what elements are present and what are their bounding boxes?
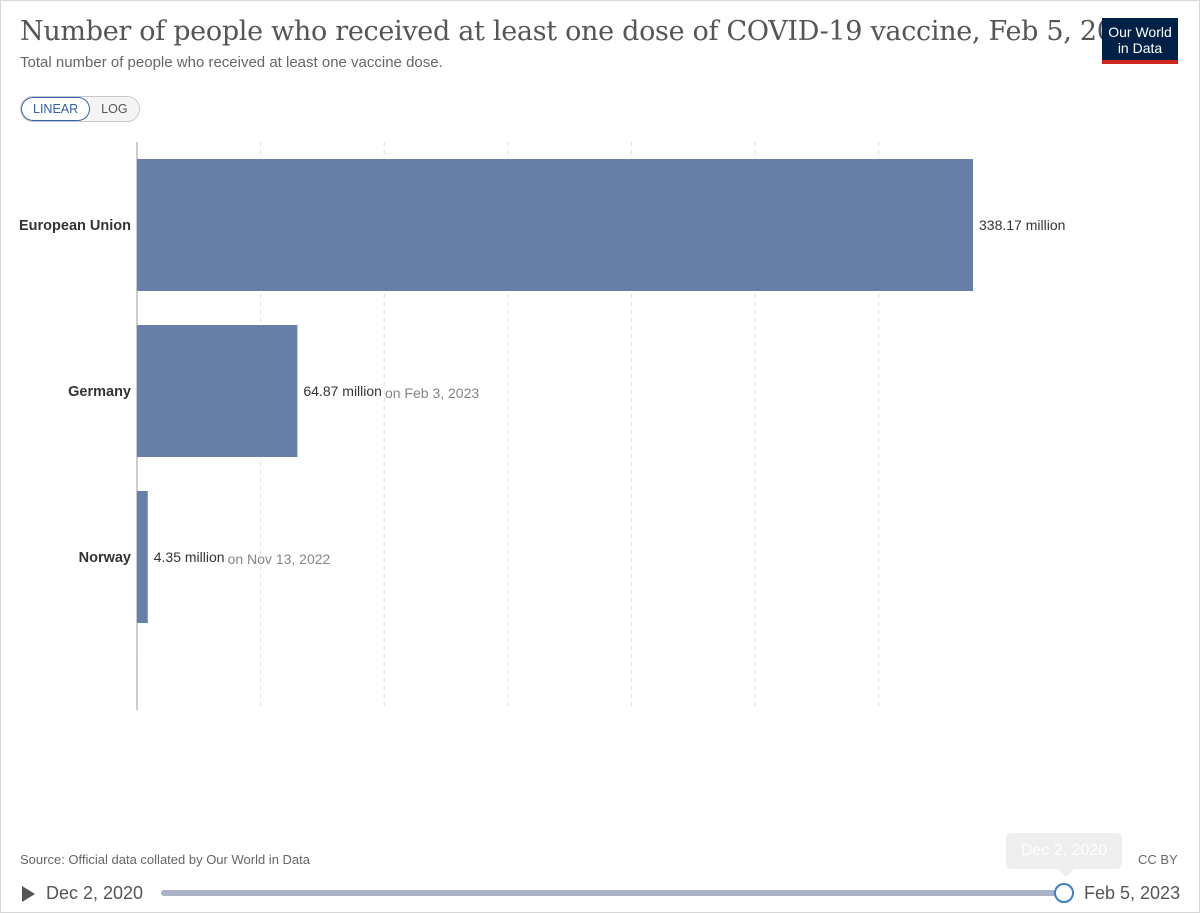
timeline-start-date[interactable]: Dec 2, 2020	[46, 883, 144, 903]
owid-logo[interactable]: Our World in Data	[1102, 18, 1178, 64]
bar	[137, 325, 298, 457]
chart-subtitle: Total number of people who received at l…	[20, 54, 443, 71]
source-note[interactable]: Source: Official data collated by Our Wo…	[20, 852, 310, 867]
logo-line-2: in Data	[1117, 40, 1163, 56]
category-label: Germany	[68, 384, 131, 400]
value-label: 64.87 million	[303, 383, 382, 399]
value-label: 4.35 million	[154, 549, 225, 565]
logo-line-1: Our World	[1108, 24, 1172, 40]
scale-toggle: LINEAR LOG	[20, 96, 140, 122]
timeline-tooltip: Dec 2, 2020	[1006, 833, 1122, 877]
chart-title: Number of people who received at least o…	[20, 16, 1148, 47]
timeline-handle[interactable]	[1054, 883, 1074, 903]
bar	[137, 491, 148, 623]
log-scale-button[interactable]: LOG	[90, 97, 139, 121]
bar-chart: 050 million100 million150 million200 mil…	[19, 142, 1065, 710]
timeline-track[interactable]	[161, 890, 1065, 896]
license-link[interactable]: CC BY	[1138, 852, 1178, 867]
timeline: Dec 2, 2020 Feb 5, 2023	[0, 870, 1200, 913]
category-label: Norway	[79, 550, 131, 566]
value-label: 338.17 million	[979, 217, 1065, 233]
date-note: on Nov 13, 2022	[228, 551, 331, 567]
category-label: European Union	[19, 218, 131, 234]
bar	[137, 159, 973, 291]
linear-scale-button[interactable]: LINEAR	[21, 97, 91, 121]
timeline-end-date[interactable]: Feb 5, 2023	[1084, 883, 1181, 903]
play-icon[interactable]	[22, 886, 35, 902]
date-note: on Feb 3, 2023	[385, 385, 479, 401]
